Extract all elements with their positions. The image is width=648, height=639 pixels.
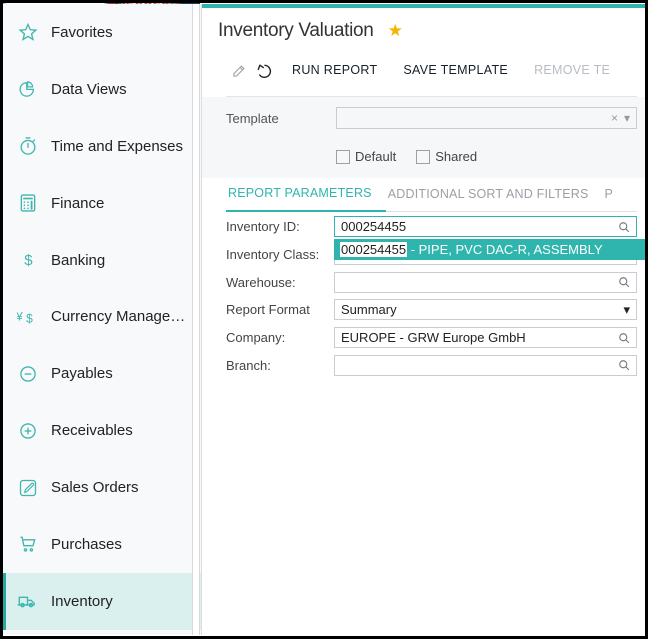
svg-text:¥: ¥ [17, 310, 23, 324]
svg-text:$: $ [24, 252, 33, 269]
svg-text:$: $ [26, 311, 33, 325]
